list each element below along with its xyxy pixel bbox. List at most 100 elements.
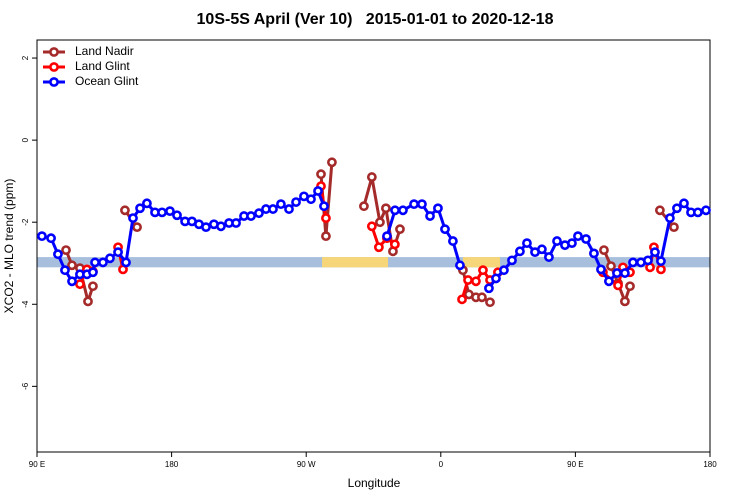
x-tick-label: 180 bbox=[703, 460, 717, 469]
data-point bbox=[606, 261, 616, 272]
data-point bbox=[321, 213, 331, 223]
data-point bbox=[120, 205, 130, 216]
data-point bbox=[46, 233, 56, 244]
legend-marker bbox=[49, 77, 59, 87]
data-point bbox=[457, 294, 467, 305]
data-point bbox=[440, 224, 450, 235]
data-point bbox=[316, 169, 326, 180]
data-point bbox=[268, 204, 278, 214]
data-point bbox=[463, 275, 473, 285]
data-point bbox=[201, 222, 211, 233]
data-point bbox=[319, 201, 329, 212]
data-point bbox=[75, 279, 85, 290]
data-point bbox=[536, 244, 547, 255]
data-point bbox=[567, 238, 577, 249]
data-point bbox=[478, 265, 488, 276]
y-tick-label: -6 bbox=[21, 382, 30, 390]
data-point bbox=[507, 255, 517, 266]
data-point bbox=[231, 218, 241, 228]
y-tick-label: -4 bbox=[21, 300, 30, 308]
data-point bbox=[599, 245, 609, 256]
data-point bbox=[596, 264, 606, 275]
data-point bbox=[105, 253, 115, 264]
data-point bbox=[499, 265, 509, 276]
data-point bbox=[425, 211, 435, 221]
x-tick-label: 90 E bbox=[567, 460, 583, 469]
data-point bbox=[679, 198, 689, 209]
data-point bbox=[216, 221, 226, 232]
data-point bbox=[254, 208, 264, 219]
data-point bbox=[656, 264, 666, 275]
x-tick-label: 0 bbox=[439, 460, 444, 469]
data-point bbox=[515, 246, 525, 257]
data-point bbox=[672, 203, 682, 214]
data-point bbox=[665, 213, 675, 223]
legend-label: Land Nadir bbox=[75, 44, 134, 58]
data-point bbox=[620, 296, 630, 307]
data-point bbox=[701, 205, 711, 216]
data-point bbox=[484, 283, 494, 294]
series-line bbox=[64, 162, 676, 304]
y-tick-label: -2 bbox=[21, 218, 30, 226]
data-point bbox=[165, 206, 175, 217]
data-point bbox=[409, 199, 419, 210]
data-point bbox=[669, 222, 679, 233]
y-tick-label: 0 bbox=[21, 137, 30, 142]
band-highlight bbox=[462, 257, 501, 268]
data-point bbox=[656, 256, 666, 267]
data-point bbox=[276, 199, 286, 210]
data-point bbox=[157, 207, 167, 218]
x-axis-label: Longitude bbox=[348, 476, 401, 490]
data-point bbox=[381, 203, 391, 214]
data-point bbox=[53, 249, 63, 260]
data-point bbox=[67, 276, 77, 287]
legend-marker bbox=[49, 47, 59, 57]
data-point bbox=[98, 257, 108, 268]
plot-frame bbox=[36, 39, 711, 453]
data-point bbox=[692, 207, 703, 218]
data-point bbox=[88, 267, 98, 278]
data-point bbox=[654, 205, 665, 216]
data-point bbox=[628, 257, 638, 268]
data-point bbox=[448, 236, 458, 246]
data-point bbox=[604, 276, 614, 287]
data-point bbox=[88, 281, 98, 292]
data-point bbox=[61, 245, 71, 256]
data-point bbox=[612, 268, 622, 278]
data-point bbox=[589, 248, 599, 259]
data-point bbox=[83, 296, 93, 307]
data-point bbox=[544, 252, 554, 262]
data-point bbox=[382, 231, 392, 242]
data-point bbox=[433, 203, 443, 214]
data-point bbox=[172, 210, 182, 221]
legend-marker bbox=[49, 62, 59, 72]
x-tick-label: 180 bbox=[165, 460, 179, 469]
data-point bbox=[522, 238, 532, 249]
data-point bbox=[477, 292, 487, 303]
data-point bbox=[491, 273, 501, 284]
data-point bbox=[389, 239, 400, 250]
data-point bbox=[366, 221, 377, 232]
data-point bbox=[306, 194, 316, 205]
data-point bbox=[37, 231, 47, 242]
data-point bbox=[142, 198, 152, 209]
data-point bbox=[573, 231, 583, 242]
data-point bbox=[246, 211, 256, 221]
data-point bbox=[135, 203, 145, 214]
data-point bbox=[625, 281, 635, 292]
data-point bbox=[359, 201, 369, 212]
data-point bbox=[128, 213, 138, 223]
legend-label: Ocean Glint bbox=[75, 74, 139, 88]
data-point bbox=[650, 247, 660, 258]
data-point bbox=[327, 157, 337, 168]
data-point bbox=[471, 276, 481, 287]
y-axis-label: XCO2 - MLO trend (ppm) bbox=[2, 179, 16, 314]
data-point bbox=[313, 186, 323, 196]
data-point bbox=[132, 222, 142, 233]
x-tick-label: 90 W bbox=[297, 460, 316, 469]
data-point bbox=[291, 197, 301, 207]
chart-title: 10S-5S April (Ver 10) 2015-01-01 to 2020… bbox=[197, 11, 554, 28]
data-point bbox=[485, 297, 495, 308]
x-tick-label: 90 E bbox=[29, 460, 45, 469]
